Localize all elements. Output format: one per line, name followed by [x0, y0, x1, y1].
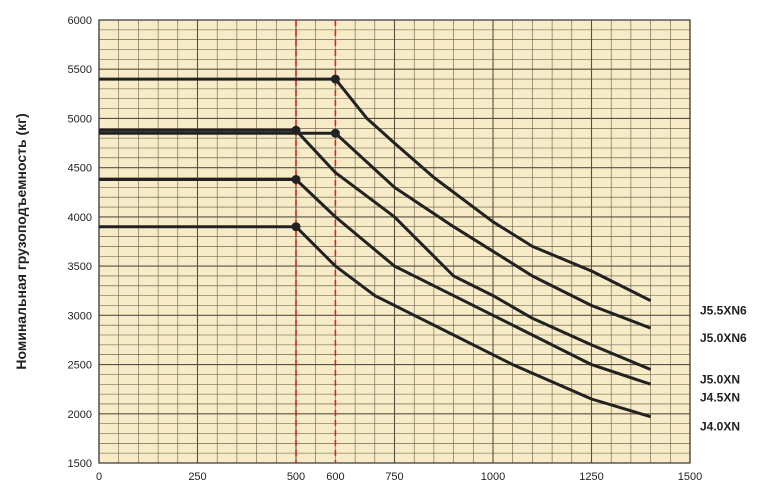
series-line — [99, 178, 652, 386]
y-tick-label: 6000 — [68, 15, 92, 27]
reference-lines — [295, 20, 337, 463]
y-tick-label: 4500 — [68, 163, 92, 175]
plot-frame — [98, 19, 691, 464]
series-label: J5.0XN6 — [700, 331, 747, 345]
series-marker — [291, 174, 301, 184]
series-label: J4.0XN — [700, 420, 740, 434]
y-tick-label: 2000 — [68, 409, 92, 421]
y-tick-label: 1500 — [68, 458, 92, 470]
series-lines — [99, 77, 652, 419]
series-label: J5.5XN6 — [700, 304, 747, 318]
x-tick-label: 500 — [287, 471, 305, 483]
series-marker — [330, 74, 340, 84]
series-line — [99, 77, 652, 302]
x-tick-label: 250 — [188, 471, 206, 483]
series-markers — [291, 74, 340, 232]
tick-labels: 1500200025003000350040004500500055006000… — [68, 15, 703, 483]
series-marker — [291, 222, 301, 232]
series-marker — [291, 125, 301, 135]
series-marker — [330, 128, 340, 138]
series-labels: J5.5XN6 J5.0XN6 J5.0XN J4.5XN J4.0XN — [700, 304, 747, 434]
series-line — [99, 225, 652, 419]
x-tick-label: 600 — [326, 471, 344, 483]
x-tick-label: 1000 — [481, 471, 505, 483]
series-label: J4.5XN — [700, 390, 740, 404]
x-tick-label: 750 — [385, 471, 403, 483]
x-tick-label: 1500 — [678, 471, 702, 483]
y-axis-label: Номинальная грузоподъемность (кг) — [13, 113, 29, 369]
series-line — [99, 131, 652, 330]
y-tick-label: 5000 — [68, 113, 92, 125]
x-tick-label: 1250 — [579, 471, 603, 483]
y-tick-label: 3000 — [68, 310, 92, 322]
y-tick-label: 5500 — [68, 64, 92, 76]
y-tick-label: 3500 — [68, 261, 92, 273]
x-tick-label: 0 — [96, 471, 102, 483]
series-line — [99, 128, 652, 371]
series-label: J5.0XN — [700, 372, 740, 386]
y-tick-label: 4000 — [68, 212, 92, 224]
y-tick-label: 2500 — [68, 360, 92, 372]
